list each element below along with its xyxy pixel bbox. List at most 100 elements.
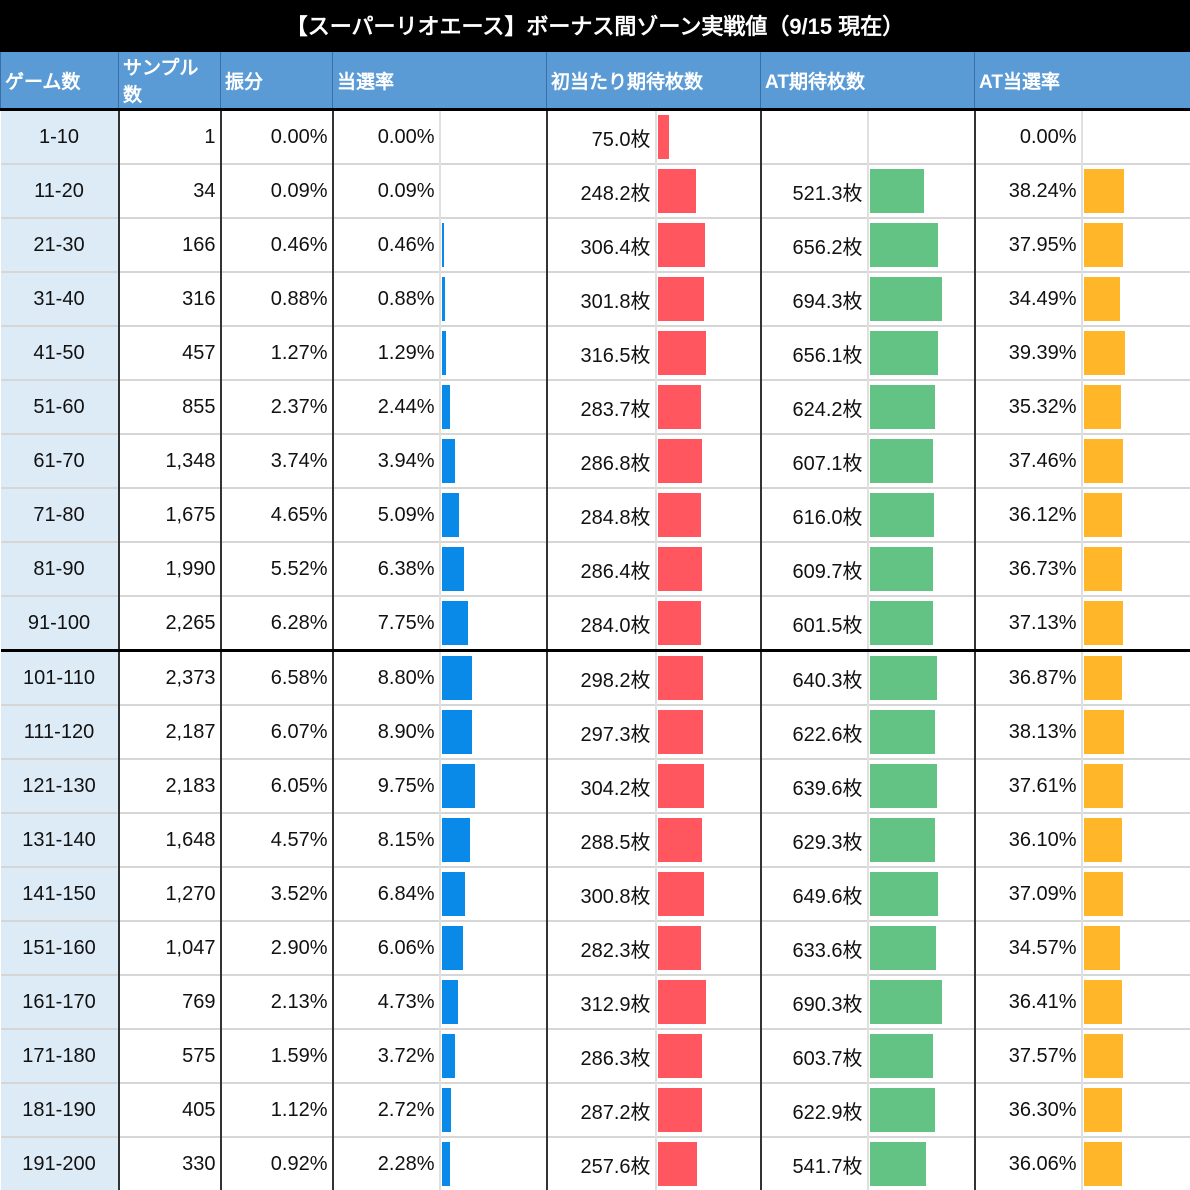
at-medals-bar-cell (867, 649, 976, 705)
at-medals-bar (869, 331, 938, 375)
hit-rate-bar (441, 818, 470, 862)
at-medals-bar-cell (867, 1082, 976, 1137)
at-medals-cell: 609.7枚 (760, 541, 869, 596)
first-hit-bar-cell (655, 271, 762, 326)
at-rate-bar-cell (1082, 110, 1190, 165)
hit-rate-cell: 0.00% (332, 109, 441, 164)
distribution-cell: 2.13% (220, 974, 334, 1029)
distribution-cell: 5.52% (220, 541, 334, 596)
hit-rate-bar-cell (439, 325, 548, 380)
first-hit-bar (657, 439, 702, 483)
hit-rate-bar-cell (439, 1136, 548, 1190)
at-medals-bar (869, 1034, 933, 1078)
page-title: 【スーパーリオエース】ボーナス間ゾーン実戦値（9/15 現在） (0, 0, 1190, 52)
table-row: 1-10 1 0.00% 0.00% 75.0枚 0.00% (0, 109, 1190, 165)
at-rate-bar (1083, 331, 1125, 375)
at-medals-cell: 601.5枚 (760, 595, 869, 651)
at-medals-bar-cell (867, 217, 976, 272)
at-medals-bar (869, 601, 933, 645)
header-zone: ゲーム数 (0, 52, 119, 111)
at-rate-bar-cell (1081, 1082, 1190, 1137)
at-medals-cell: 622.9枚 (760, 1082, 869, 1137)
first-hit-bar-cell (655, 487, 762, 542)
hit-rate-bar (441, 493, 459, 537)
first-hit-bar (657, 1034, 702, 1078)
hit-rate-cell: 6.38% (332, 541, 441, 596)
first-hit-bar-cell (655, 379, 762, 434)
first-hit-cell: 304.2枚 (546, 758, 657, 813)
first-hit-bar-cell (655, 433, 762, 488)
hit-rate-cell: 4.73% (332, 974, 441, 1029)
distribution-cell: 6.05% (220, 758, 334, 813)
hit-rate-cell: 6.06% (332, 920, 441, 975)
first-hit-bar-cell (655, 920, 762, 975)
hit-rate-bar (441, 439, 455, 483)
first-hit-cell: 288.5枚 (546, 812, 657, 867)
hit-rate-cell: 7.75% (332, 595, 441, 651)
at-rate-bar-cell (1081, 920, 1190, 975)
distribution-cell: 6.28% (220, 595, 334, 651)
hit-rate-cell: 8.80% (332, 649, 441, 705)
at-medals-bar (869, 547, 933, 591)
first-hit-bar-cell (655, 866, 762, 921)
first-hit-bar (657, 385, 701, 429)
samples-cell: 316 (118, 271, 222, 326)
first-hit-bar-cell (655, 704, 762, 759)
zone-cell: 1-10 (0, 109, 120, 164)
distribution-cell: 0.88% (220, 271, 334, 326)
header-distribution: 振分 (220, 52, 333, 111)
first-hit-cell: 286.8枚 (546, 433, 657, 488)
at-rate-cell: 37.09% (974, 866, 1083, 921)
hit-rate-bar-cell (439, 433, 548, 488)
hit-rate-cell: 8.15% (332, 812, 441, 867)
at-rate-bar (1083, 385, 1121, 429)
first-hit-cell: 286.3枚 (546, 1028, 657, 1083)
first-hit-bar (657, 710, 703, 754)
at-rate-bar (1083, 818, 1122, 862)
table-row: 11-20 34 0.09% 0.09% 248.2枚 521.3枚 38.24% (0, 163, 1190, 218)
at-medals-cell: 603.7枚 (760, 1028, 869, 1083)
at-medals-bar-cell (867, 433, 976, 488)
at-rate-bar (1083, 277, 1120, 321)
first-hit-cell: 301.8枚 (546, 271, 657, 326)
first-hit-cell: 75.0枚 (546, 109, 657, 164)
hit-rate-cell: 0.09% (332, 163, 441, 218)
at-medals-cell: 607.1枚 (760, 433, 869, 488)
first-hit-cell: 284.8枚 (546, 487, 657, 542)
first-hit-bar (657, 493, 701, 537)
first-hit-cell: 283.7枚 (546, 379, 657, 434)
at-medals-bar (869, 656, 937, 700)
first-hit-bar (657, 169, 696, 213)
zone-cell: 91-100 (0, 595, 120, 651)
zone-cell: 181-190 (0, 1082, 120, 1137)
header-samples: サンプル数 (118, 52, 221, 111)
header-row: ゲーム数 サンプル数 振分 当選率 初当たり期待枚数 AT期待枚数 AT当選率 (0, 52, 1190, 111)
at-rate-bar-cell (1081, 271, 1190, 326)
at-rate-cell: 36.30% (974, 1082, 1083, 1137)
at-medals-bar (869, 439, 933, 483)
at-rate-cell: 38.13% (974, 704, 1083, 759)
first-hit-bar (657, 926, 701, 970)
zone-cell: 121-130 (0, 758, 120, 813)
hit-rate-bar-cell (439, 271, 548, 326)
zone-cell: 171-180 (0, 1028, 120, 1083)
hit-rate-bar-cell (439, 109, 548, 164)
first-hit-cell: 284.0枚 (546, 595, 657, 651)
at-medals-cell: 521.3枚 (760, 163, 869, 218)
at-medals-bar (869, 710, 935, 754)
at-rate-cell: 0.00% (974, 109, 1083, 164)
at-rate-bar (1083, 547, 1122, 591)
distribution-cell: 4.57% (220, 812, 334, 867)
first-hit-bar (657, 818, 702, 862)
at-rate-cell: 34.49% (974, 271, 1083, 326)
at-medals-bar-cell (867, 163, 976, 218)
at-rate-bar-cell (1081, 1136, 1190, 1190)
hit-rate-bar (441, 601, 468, 645)
at-medals-bar-cell (867, 758, 976, 813)
at-medals-bar-cell (867, 866, 976, 921)
hit-rate-bar-cell (439, 920, 548, 975)
at-rate-bar (1083, 1088, 1122, 1132)
at-rate-bar-cell (1081, 325, 1190, 380)
at-medals-bar-cell (867, 379, 976, 434)
first-hit-bar-cell (655, 325, 762, 380)
